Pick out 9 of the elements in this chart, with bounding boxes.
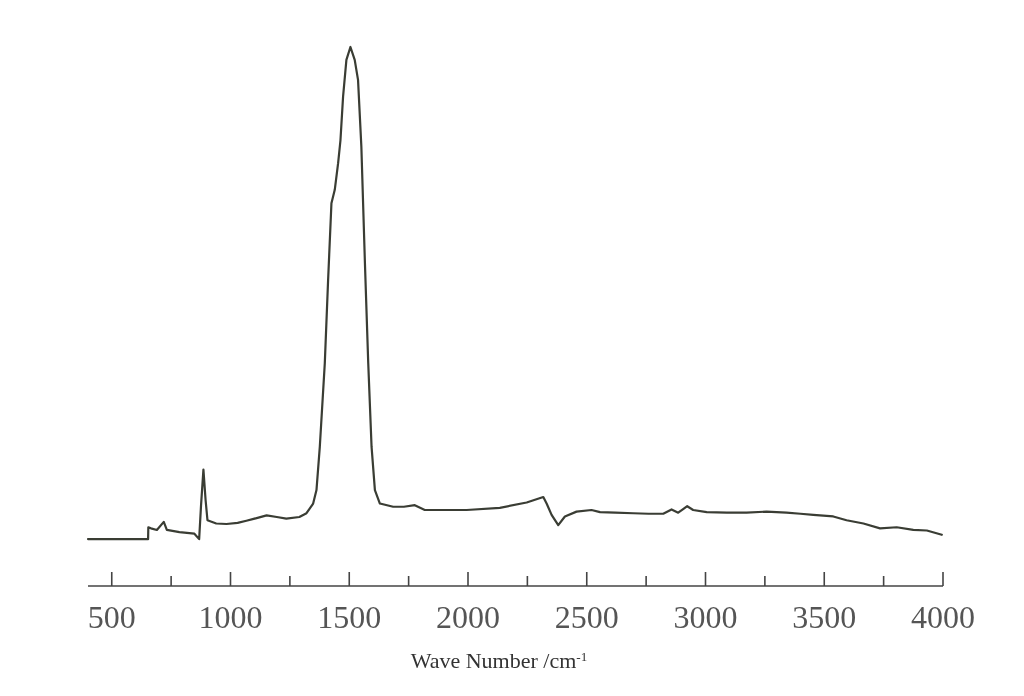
x-tick-label: 3500: [792, 599, 857, 635]
x-tick-label: 4000: [911, 599, 975, 635]
x-tick-label: 1000: [198, 599, 263, 635]
x-tick-label: 2000: [436, 599, 500, 635]
x-tick-label: 1500: [317, 599, 382, 635]
x-axis-title: Wave Number /cm$^{-1}$: [410, 648, 588, 673]
x-tick-label: 3000: [673, 599, 738, 635]
x-tick-label: 500: [87, 599, 136, 635]
x-tick-label: 2500: [554, 599, 619, 635]
